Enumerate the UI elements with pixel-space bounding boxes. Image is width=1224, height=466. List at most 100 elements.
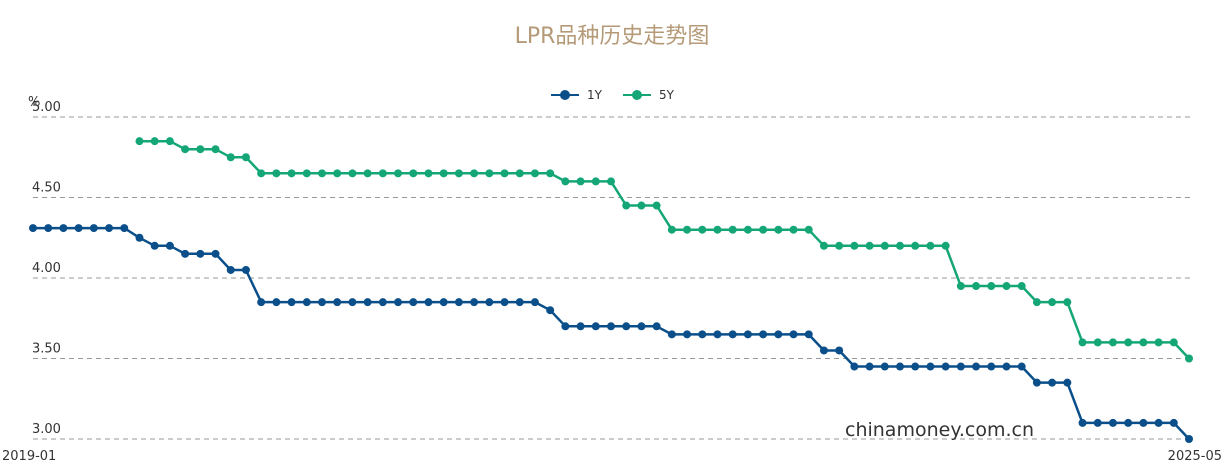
data-point-5y xyxy=(956,282,965,291)
data-point-5y xyxy=(607,177,615,186)
data-point-5y xyxy=(728,225,737,234)
data-point-1y xyxy=(1124,418,1133,427)
data-point-1y xyxy=(424,298,433,307)
data-point-5y xyxy=(835,241,844,250)
data-point-5y xyxy=(348,169,357,178)
data-point-5y xyxy=(941,241,950,250)
data-point-1y xyxy=(333,298,342,307)
data-point-5y xyxy=(789,225,798,234)
data-point-1y xyxy=(241,265,250,274)
data-point-1y xyxy=(667,330,676,339)
data-point-1y xyxy=(987,362,996,371)
data-point-5y xyxy=(926,241,935,250)
data-point-1y xyxy=(44,224,53,233)
data-point-5y xyxy=(500,169,509,178)
data-point-1y xyxy=(591,322,600,331)
legend-marker xyxy=(632,90,642,100)
legend-marker xyxy=(560,90,570,100)
data-point-1y xyxy=(1017,362,1026,371)
data-point-5y xyxy=(1078,338,1087,347)
data-point-5y xyxy=(1017,282,1026,291)
data-point-5y xyxy=(865,241,874,250)
data-point-1y xyxy=(1139,418,1148,427)
data-point-5y xyxy=(1002,282,1011,291)
data-point-1y xyxy=(1093,418,1102,427)
data-point-1y xyxy=(576,322,585,331)
data-point-1y xyxy=(302,298,311,307)
data-point-5y xyxy=(774,225,783,234)
data-point-1y xyxy=(1078,418,1087,427)
data-point-1y xyxy=(409,298,418,307)
data-point-5y xyxy=(165,137,174,146)
data-point-5y xyxy=(211,145,220,154)
data-point-1y xyxy=(698,330,707,339)
data-point-1y xyxy=(546,306,555,315)
data-point-5y xyxy=(1139,338,1148,347)
data-point-1y xyxy=(348,298,357,307)
data-point-5y xyxy=(896,241,904,250)
data-point-1y xyxy=(926,362,935,371)
data-point-1y xyxy=(59,224,68,233)
data-point-5y xyxy=(1154,338,1163,347)
series-line-1y xyxy=(33,226,1190,440)
data-point-5y xyxy=(150,137,159,146)
data-point-5y xyxy=(424,169,433,178)
data-point-1y xyxy=(896,362,904,371)
data-point-5y xyxy=(637,201,646,210)
data-point-5y xyxy=(987,282,996,291)
data-point-1y xyxy=(135,233,144,242)
legend-label: 5Y xyxy=(659,88,675,102)
data-point-1y xyxy=(181,249,190,258)
data-point-5y xyxy=(485,169,494,178)
data-point-5y xyxy=(318,169,326,178)
data-point-1y xyxy=(561,322,570,331)
data-point-1y xyxy=(1154,418,1163,427)
data-point-1y xyxy=(972,362,981,371)
data-point-1y xyxy=(652,322,661,331)
data-point-5y xyxy=(257,169,266,178)
series-line-5y xyxy=(139,139,1190,360)
data-point-5y xyxy=(530,169,539,178)
data-point-1y xyxy=(394,298,403,307)
y-tick-label: 5.00 xyxy=(32,100,61,115)
data-point-5y xyxy=(713,225,722,234)
data-point-5y xyxy=(1124,338,1133,347)
data-point-5y xyxy=(454,169,463,178)
data-point-1y xyxy=(226,265,235,274)
data-point-1y xyxy=(515,298,524,307)
data-point-1y xyxy=(622,322,631,331)
data-point-1y xyxy=(1108,418,1117,427)
data-point-1y xyxy=(318,298,326,307)
data-point-1y xyxy=(1002,362,1011,371)
data-point-1y xyxy=(941,362,950,371)
data-point-5y xyxy=(378,169,387,178)
data-point-1y xyxy=(485,298,494,307)
data-point-1y xyxy=(728,330,737,339)
data-point-1y xyxy=(1185,435,1193,443)
data-point-5y xyxy=(1108,338,1117,347)
data-point-5y xyxy=(819,241,828,250)
x-tick-label: 2019-01 xyxy=(2,449,56,464)
data-point-5y xyxy=(302,169,311,178)
data-point-1y xyxy=(743,330,752,339)
data-point-1y xyxy=(759,330,768,339)
data-point-1y xyxy=(607,322,615,331)
data-point-5y xyxy=(272,169,281,178)
legend-label: 1Y xyxy=(587,88,603,102)
x-tick-label: 2025-05 xyxy=(1168,449,1222,464)
data-point-1y xyxy=(683,330,692,339)
data-point-1y xyxy=(272,298,281,307)
data-point-5y xyxy=(135,137,144,146)
data-point-1y xyxy=(470,298,479,307)
y-tick-label: 4.00 xyxy=(32,261,61,276)
data-point-1y xyxy=(500,298,509,307)
data-point-5y xyxy=(1048,298,1057,307)
data-point-5y xyxy=(591,177,600,186)
data-point-5y xyxy=(470,169,479,178)
data-point-5y xyxy=(743,225,752,234)
y-tick-label: 3.00 xyxy=(32,422,61,437)
data-point-5y xyxy=(287,169,296,178)
data-point-5y xyxy=(804,225,813,234)
data-point-5y xyxy=(409,169,418,178)
watermark: chinamoney.com.cn xyxy=(845,419,1034,441)
